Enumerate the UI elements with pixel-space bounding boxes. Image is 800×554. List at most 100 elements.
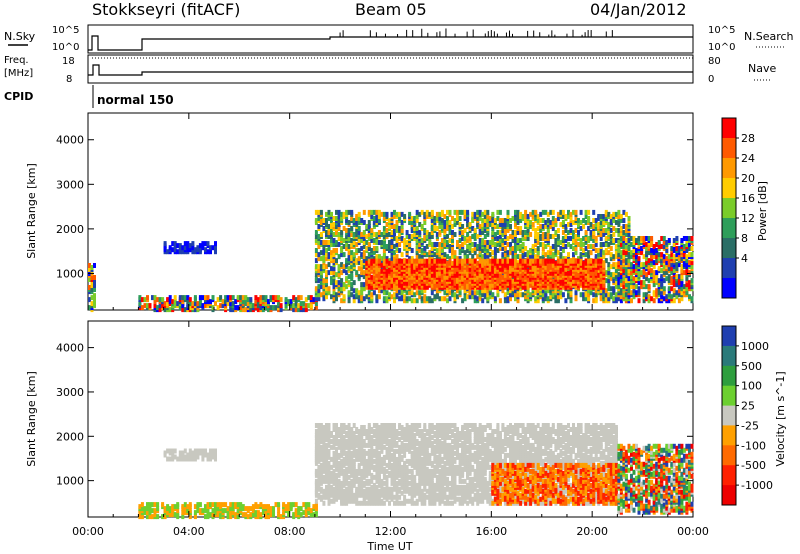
data-cell [146, 510, 149, 516]
data-cell [219, 502, 223, 508]
data-cell [463, 294, 467, 300]
data-cell [370, 258, 374, 264]
data-cell [675, 274, 679, 280]
data-cell [420, 258, 424, 264]
data-cell [418, 254, 422, 260]
data-cell [435, 282, 439, 288]
data-cell [690, 246, 694, 251]
data-cell [428, 240, 432, 245]
data-cell [496, 216, 500, 221]
data-cell [660, 274, 664, 280]
freq-label: Freq. [4, 55, 29, 66]
data-cell [509, 218, 512, 223]
data-cell [471, 242, 475, 247]
data-cell [418, 294, 422, 300]
data-cell [534, 232, 538, 237]
data-cell [627, 288, 631, 294]
data-cell [519, 244, 523, 249]
data-cell [607, 242, 611, 247]
data-cell [186, 241, 190, 247]
data-cell [357, 220, 361, 225]
data-cell [340, 278, 344, 284]
data-cell [630, 274, 633, 280]
data-cell [443, 228, 447, 233]
data-cell [365, 268, 369, 274]
data-cell [541, 288, 545, 294]
data-cell [594, 218, 598, 223]
data-cell [219, 303, 223, 309]
data-cell [667, 238, 671, 243]
data-cell [592, 292, 596, 298]
data-cell [599, 288, 603, 294]
data-cell [390, 211, 394, 217]
data-cell [531, 214, 535, 219]
data-cell [473, 286, 477, 292]
data-cell [372, 232, 376, 237]
nsearch-tick-high: 10^5 [708, 25, 735, 36]
data-cell [572, 209, 575, 215]
data-cell [357, 266, 361, 272]
data-cell [350, 216, 354, 221]
data-cell [503, 228, 507, 233]
data-cell [556, 294, 560, 300]
data-cell [377, 214, 381, 219]
data-cell [289, 299, 293, 305]
data-cell [463, 282, 467, 288]
data-cell [569, 228, 573, 233]
data-cell [559, 240, 563, 245]
data-cell [572, 220, 575, 225]
data-cell [453, 292, 457, 298]
data-cell [188, 297, 192, 303]
data-cell [294, 297, 298, 303]
data-cell [632, 276, 636, 282]
data-cell [531, 254, 535, 260]
data-cell [456, 256, 459, 262]
data-cell [617, 252, 621, 258]
data-cell [534, 228, 538, 233]
data-cell [546, 284, 550, 290]
data-cell [352, 294, 356, 300]
data-cell [352, 288, 356, 294]
data-cell [418, 211, 422, 217]
data-cell [458, 258, 462, 264]
data-cell [536, 262, 540, 268]
data-cell [302, 301, 306, 307]
data-cell [672, 248, 676, 253]
data-cell [577, 230, 580, 235]
data-cell [168, 307, 172, 313]
data-cell [614, 254, 618, 260]
data-cell [682, 284, 686, 290]
data-cell [161, 514, 165, 520]
data-cell [453, 222, 457, 227]
data-cell [398, 216, 402, 221]
data-cell [567, 252, 570, 258]
data-cell [226, 512, 230, 518]
data-cell [642, 292, 646, 298]
data-cell [347, 250, 351, 256]
data-cell [362, 264, 366, 270]
data-cell [609, 246, 613, 251]
data-cell [340, 230, 344, 235]
data-cell [236, 305, 240, 311]
data-cell [662, 270, 666, 276]
data-cell [463, 209, 467, 215]
data-cell [491, 258, 495, 264]
data-cell [549, 246, 553, 251]
data-cell [579, 252, 583, 258]
data-cell [256, 510, 260, 516]
data-cell [342, 282, 346, 288]
data-cell [619, 236, 623, 241]
data-cell [521, 242, 525, 247]
data-cell [509, 282, 512, 288]
data-cell [544, 224, 548, 229]
data-cell [514, 254, 517, 260]
data-cell [619, 266, 623, 272]
data-cell [471, 226, 475, 231]
data-cell [619, 278, 623, 284]
data-cell [370, 228, 374, 233]
data-cell [561, 214, 565, 219]
data-cell [292, 303, 296, 309]
data-cell [367, 236, 371, 241]
data-cell [274, 295, 278, 301]
data-cell [342, 286, 346, 292]
